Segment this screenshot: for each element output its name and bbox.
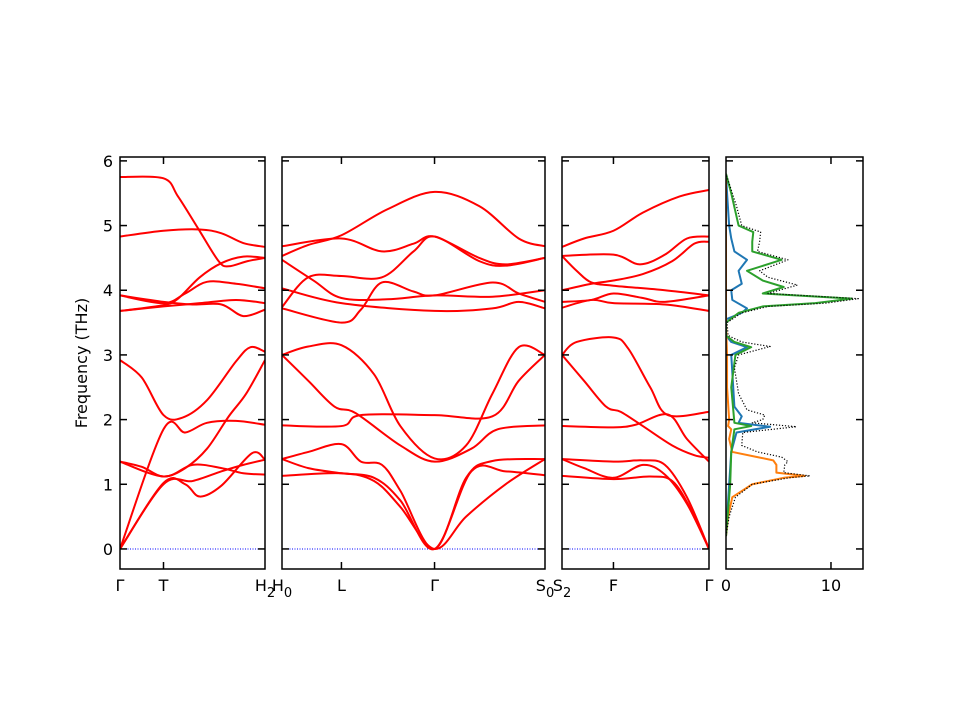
axes-frame — [281, 156, 546, 570]
phonon-band-12 — [120, 458, 265, 550]
panel-2: H0 L Γ S0 — [272, 156, 554, 601]
phonon-band-2 — [120, 228, 265, 248]
plot-area — [120, 175, 265, 550]
phonon-band-7 — [120, 345, 265, 421]
phonon-band-10 — [562, 458, 709, 550]
x-tick-label-text: S — [553, 576, 563, 595]
axes-frame — [725, 156, 864, 570]
y-tick-label: 0 — [103, 540, 113, 559]
phonon-band-10 — [120, 460, 265, 478]
x-tick-label-text: H — [255, 576, 267, 595]
axes-frame — [561, 156, 710, 570]
x-tick-label-subscript: 0 — [284, 586, 292, 601]
total-dos-curve — [726, 173, 859, 537]
plot-area — [282, 190, 545, 550]
phonon-band-4 — [562, 240, 709, 292]
phonon-band-6 — [562, 298, 709, 312]
y-tick-label: 6 — [103, 152, 113, 171]
x-tick-label: Γ — [705, 576, 714, 595]
x-tick-label-subscript: 2 — [267, 586, 275, 601]
phonon-band-7 — [282, 342, 545, 461]
x-tick-label-text: S — [536, 576, 546, 595]
x-tick-label-text: F — [609, 576, 618, 595]
x-tick-label: S0 — [536, 576, 554, 601]
panel-4: 0 10 — [721, 156, 864, 595]
phonon-band-12 — [282, 458, 545, 550]
x-tick-label-text: T — [158, 576, 169, 595]
phonon-band-6 — [282, 280, 545, 324]
y-tick-label: 5 — [103, 217, 113, 236]
y-axis-label: Frequency (THz) — [72, 298, 91, 428]
x-tick-label: Γ — [116, 576, 125, 595]
partial-dos-curve-3 — [726, 173, 853, 537]
x-tick-label-text: Γ — [430, 576, 439, 595]
phonon-band-8 — [282, 354, 545, 463]
phonon-band-2 — [562, 235, 709, 266]
phonon-band-4 — [282, 287, 545, 313]
phonon-band-1 — [120, 175, 265, 268]
x-tick-label-subscript: 2 — [563, 586, 571, 601]
x-tick-label: S2 — [553, 576, 571, 601]
phonon-band-1 — [562, 189, 709, 248]
x-tick-label: L — [337, 576, 346, 595]
plot-area — [726, 173, 859, 537]
phonon-band-5 — [120, 294, 265, 318]
partial-dos-curve-1 — [726, 173, 772, 537]
x-tick-label-text: 10 — [821, 576, 841, 595]
phonon-band-9 — [120, 359, 265, 478]
x-tick-label: T — [158, 576, 169, 595]
phonon-band-4 — [120, 280, 265, 305]
x-tick-label-text: 0 — [721, 576, 731, 595]
x-tick-label-text: Γ — [705, 576, 714, 595]
x-tick-label-text: Γ — [116, 576, 125, 595]
phonon-band-6 — [120, 298, 265, 312]
x-tick-label: H2 — [255, 576, 275, 601]
x-tick-label: 10 — [821, 576, 841, 595]
phonon-band-3 — [120, 255, 265, 312]
x-tick-label: 0 — [721, 576, 731, 595]
y-tick-label: 4 — [103, 281, 113, 300]
x-tick-label-text: L — [337, 576, 346, 595]
axes-frame — [119, 156, 266, 570]
phonon-band-8 — [562, 354, 709, 459]
phonon-band-2 — [282, 235, 545, 266]
partial-dos-curve-2 — [726, 173, 806, 537]
phonon-band-5 — [282, 235, 545, 308]
x-tick-label-text: H — [272, 576, 284, 595]
plot-area — [562, 189, 709, 550]
y-tick-label: 2 — [103, 411, 113, 430]
phonon-band-8 — [120, 419, 265, 550]
y-tick-label: 1 — [103, 475, 113, 494]
phonon-band-10 — [282, 442, 545, 550]
phonon-band-9 — [562, 413, 709, 463]
phonon-band-7 — [562, 336, 709, 418]
x-tick-label-subscript: 0 — [546, 586, 554, 601]
x-tick-label: H0 — [272, 576, 292, 601]
phonon-band-1 — [282, 190, 545, 257]
phonon-band-3 — [282, 259, 545, 301]
phonon-band-9 — [282, 354, 545, 428]
x-tick-label: F — [609, 576, 618, 595]
phonon-band-3 — [562, 255, 709, 297]
panel-3: S2 F Γ — [553, 156, 714, 601]
y-tick-label: 3 — [103, 346, 113, 365]
x-tick-label: Γ — [430, 576, 439, 595]
phonon-band-11 — [282, 458, 545, 550]
phonon-band-12 — [562, 474, 709, 550]
